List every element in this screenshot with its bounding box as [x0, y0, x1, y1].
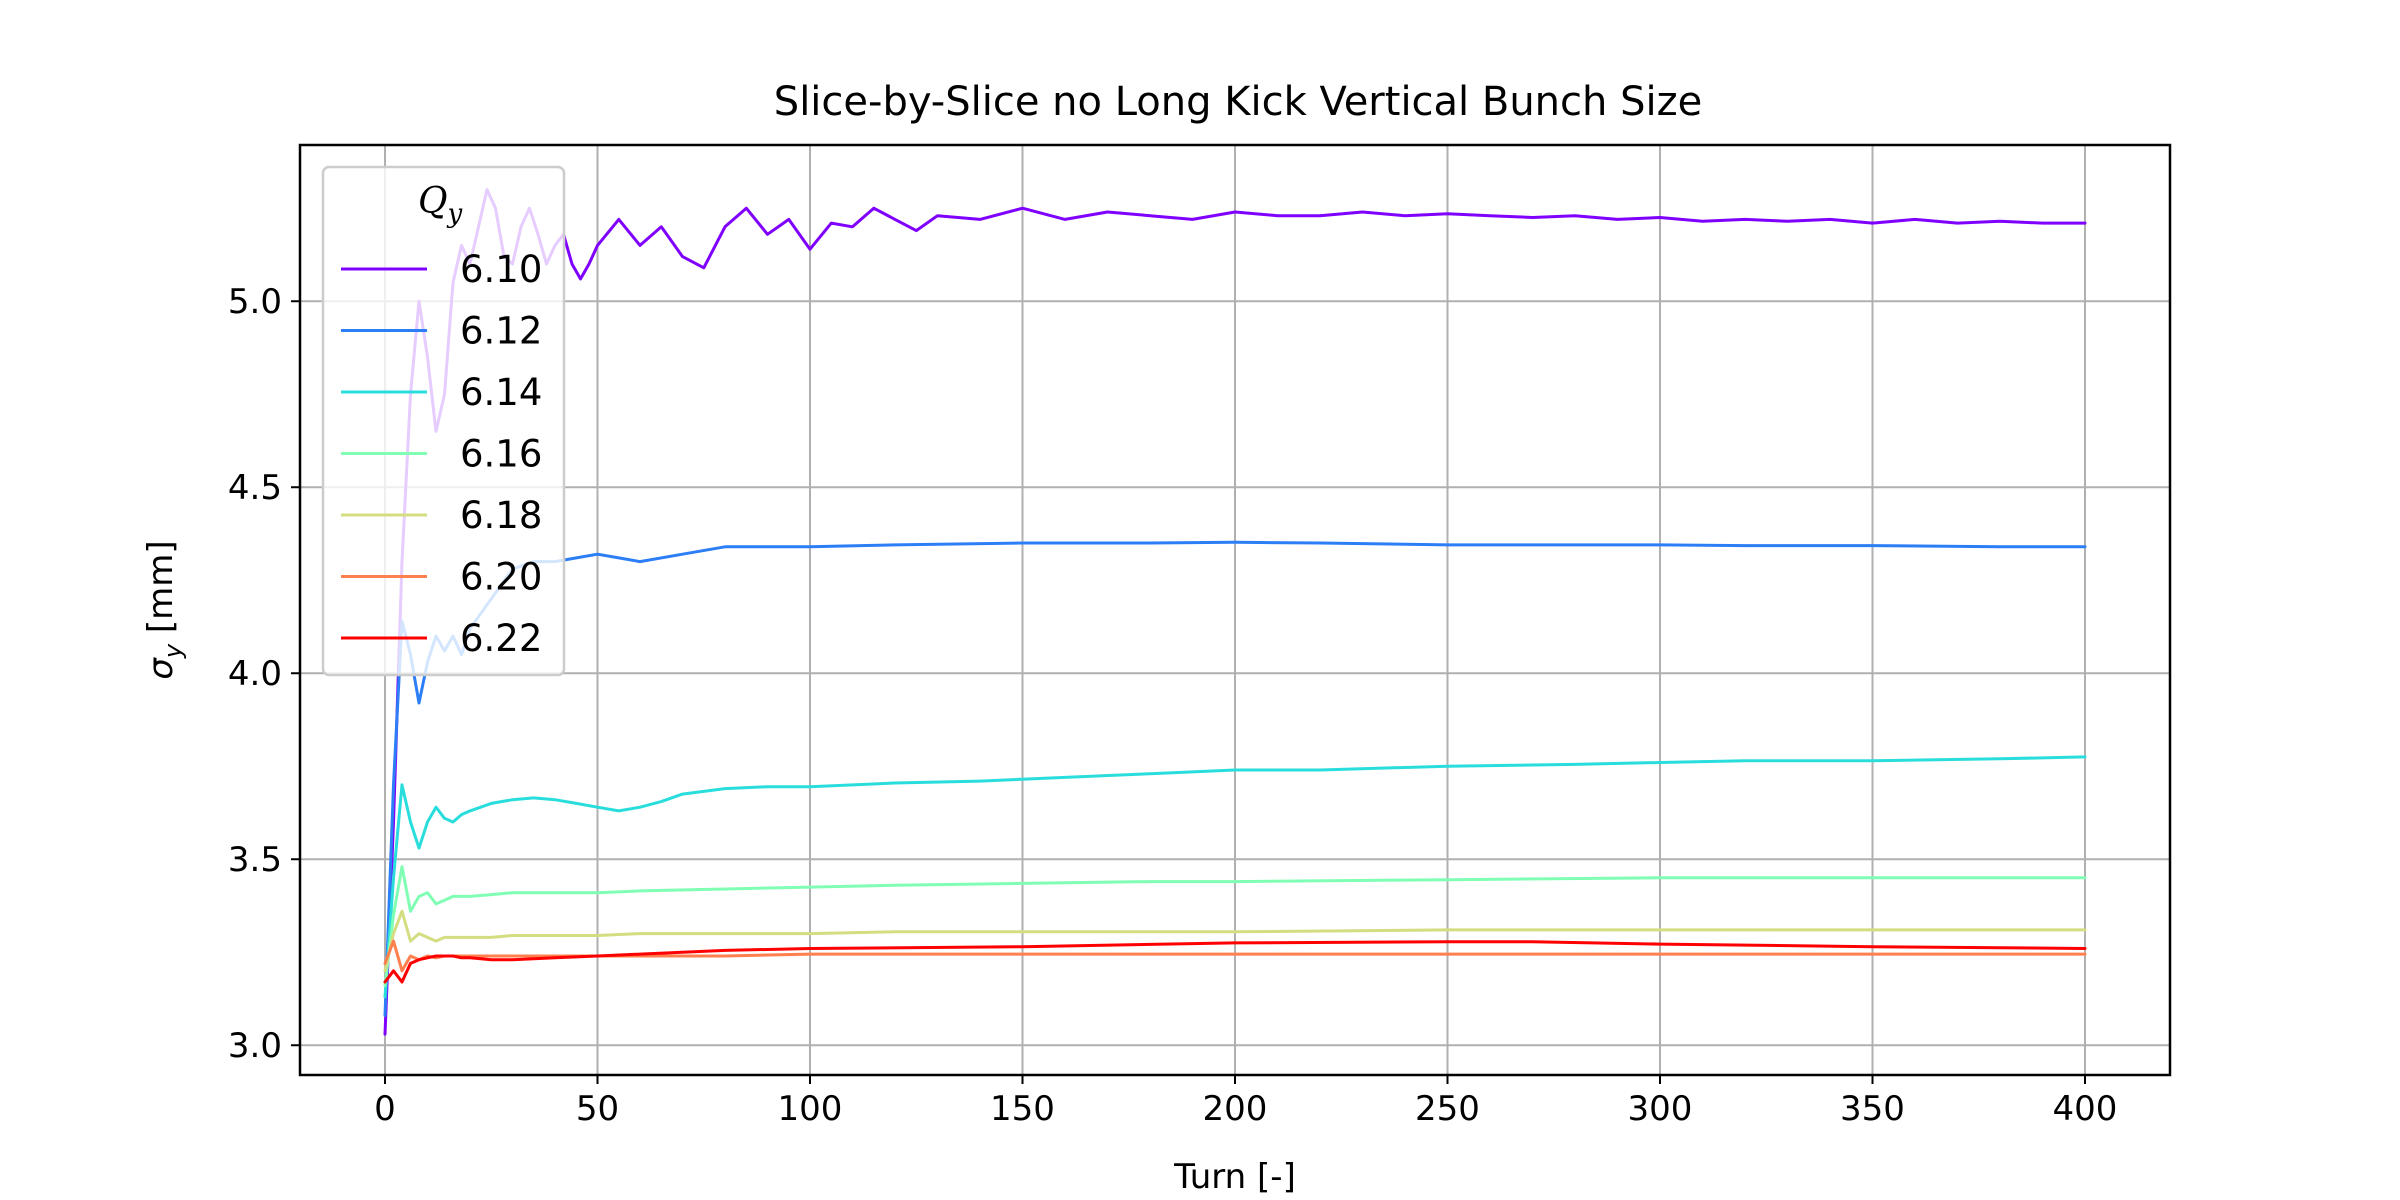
x-axis-label: Turn [-]: [1173, 1157, 1296, 1197]
x-tick-label: 350: [1840, 1089, 1905, 1129]
legend-label: 6.22: [460, 617, 542, 660]
x-tick-label: 400: [2053, 1089, 2118, 1129]
x-tick-label: 100: [778, 1089, 843, 1129]
series-line-6.22: [383, 940, 2087, 984]
legend: Qy 6.10 6.12 6.14 6.16 6.18 6.20 6.22: [321, 165, 566, 677]
x-tick-label: 0: [374, 1089, 396, 1129]
y-axis-label-unit: [mm]: [141, 540, 181, 644]
series-line-6.14: [383, 755, 2087, 999]
x-tick-label: 150: [990, 1089, 1055, 1129]
legend-label: 6.16: [460, 433, 542, 476]
series-line-6.16: [383, 865, 2087, 988]
x-axis-ticks: 0 50 100 150 200 250 300 350 400: [374, 1075, 2117, 1129]
y-axis-label-symbol: σ: [141, 657, 181, 680]
legend-label: 6.10: [460, 248, 542, 291]
legend-label: 6.18: [460, 494, 542, 537]
legend-title-symbol: Q: [418, 181, 448, 222]
y-tick-label: 4.5: [228, 468, 282, 508]
legend-title-subscript: y: [447, 199, 463, 229]
legend-label: 6.20: [460, 556, 542, 599]
legend-items: 6.10 6.12 6.14 6.16 6.18 6.20 6.22: [341, 248, 542, 660]
x-tick-label: 200: [1203, 1089, 1268, 1129]
series-line-6.18: [383, 909, 2087, 973]
y-tick-label: 4.0: [228, 654, 282, 694]
y-axis-label-subscript: y: [159, 643, 187, 659]
x-tick-label: 50: [576, 1089, 619, 1129]
legend-title: Qy: [418, 181, 463, 229]
chart-title: Slice-by-Slice no Long Kick Vertical Bun…: [774, 79, 1702, 125]
grid-lines: [300, 145, 2170, 1075]
y-tick-label: 3.0: [228, 1026, 282, 1066]
legend-frame: [321, 165, 566, 677]
legend-label: 6.12: [460, 310, 542, 353]
y-axis-ticks: 3.0 3.5 4.0 4.5 5.0: [228, 282, 300, 1066]
y-tick-label: 5.0: [228, 282, 282, 322]
legend-label: 6.14: [460, 371, 542, 414]
x-tick-label: 300: [1628, 1089, 1693, 1129]
y-tick-label: 3.5: [228, 840, 282, 880]
y-axis-label: σy [mm]: [141, 540, 187, 679]
x-tick-label: 250: [1415, 1089, 1480, 1129]
